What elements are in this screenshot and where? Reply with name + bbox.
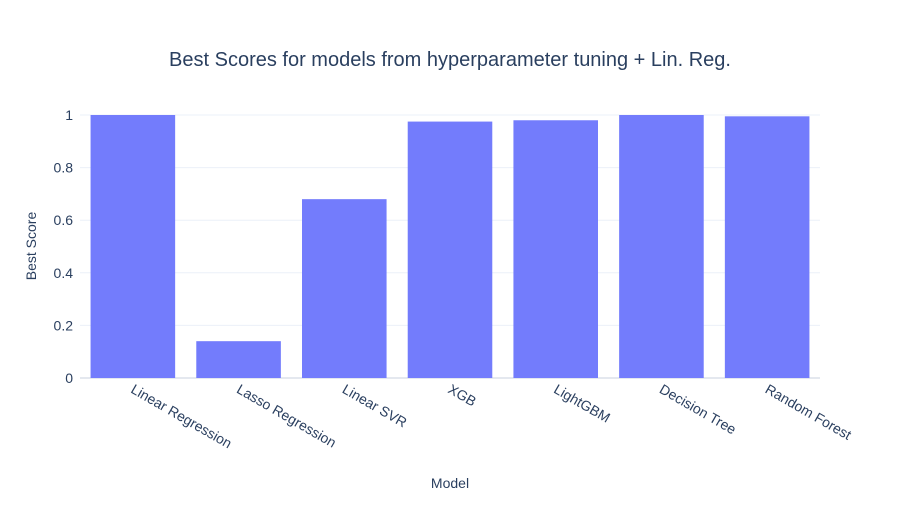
x-tick-label: Linear Regression	[128, 381, 234, 452]
y-tick-label: 0.2	[54, 317, 74, 333]
bar[interactable]	[724, 116, 810, 378]
y-tick-label: 0.4	[54, 265, 74, 281]
y-axis-ticks: 0 0.2 0.4 0.6 0.8 1	[54, 107, 74, 386]
x-tick-label: Lasso Regression	[234, 381, 339, 451]
x-tick-label: XGB	[446, 381, 480, 410]
y-axis-label: Best Score	[23, 212, 39, 281]
x-tick-label: Decision Tree	[657, 381, 739, 438]
bar[interactable]	[196, 341, 281, 378]
bar[interactable]	[90, 115, 176, 378]
bars	[90, 115, 810, 378]
y-tick-label: 0	[65, 370, 73, 386]
x-axis-label: Model	[431, 475, 469, 491]
y-tick-label: 1	[65, 107, 73, 123]
bar[interactable]	[513, 120, 598, 378]
x-tick-label: Random Forest	[763, 381, 855, 443]
y-tick-label: 0.8	[54, 160, 74, 176]
x-axis-ticks: Linear Regression Lasso Regression Linear …	[128, 381, 854, 452]
x-tick-label: Linear SVR	[340, 381, 410, 431]
bar[interactable]	[302, 199, 387, 378]
bar[interactable]	[407, 121, 493, 378]
chart-title: Best Scores for models from hyperparamet…	[169, 49, 731, 71]
bar[interactable]	[619, 115, 704, 378]
x-tick-label: LightGBM	[551, 381, 613, 426]
y-tick-label: 0.6	[54, 212, 74, 228]
